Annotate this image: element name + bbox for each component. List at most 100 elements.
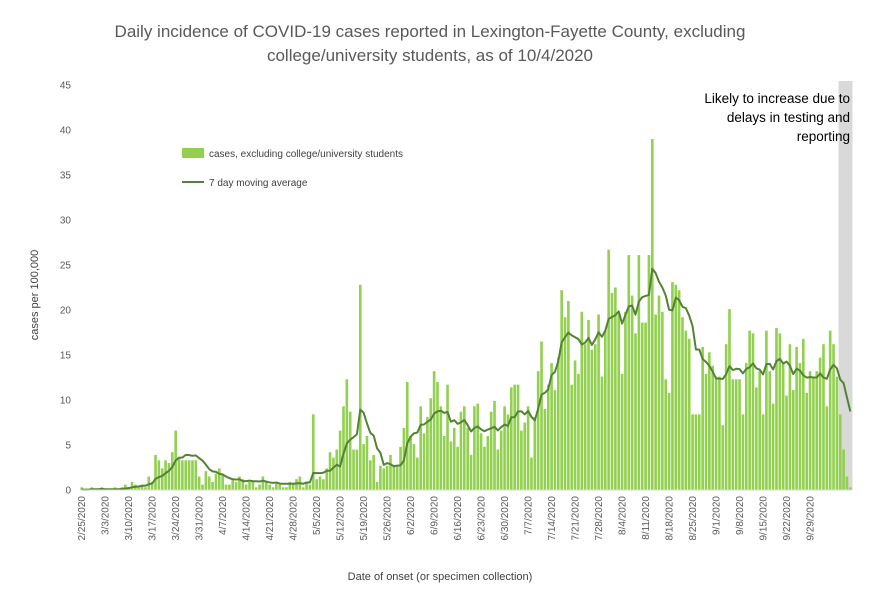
bar (553, 390, 557, 490)
bar (358, 284, 362, 490)
bar (849, 487, 852, 490)
bar (264, 481, 268, 490)
bar (775, 328, 778, 490)
bar (335, 449, 339, 490)
bar (150, 481, 154, 490)
bar (791, 390, 795, 490)
bar (217, 468, 221, 490)
bar (439, 406, 443, 490)
bar (701, 346, 704, 490)
bar (352, 449, 355, 490)
bar (479, 433, 483, 490)
x-tick-label: 3/17/2020 (148, 496, 159, 541)
bar (456, 446, 459, 490)
bar (238, 476, 241, 490)
bar (755, 387, 758, 490)
bar (822, 344, 825, 490)
bar (248, 481, 251, 490)
bar (395, 465, 399, 490)
bar (711, 365, 715, 490)
x-tick-label: 6/2/2020 (406, 496, 417, 535)
bar (130, 481, 134, 490)
bar (687, 338, 691, 490)
x-tick-label: 4/28/2020 (289, 496, 300, 541)
bar (674, 284, 678, 490)
bar (647, 255, 651, 490)
legend-bar-swatch (182, 148, 204, 158)
x-tick-label: 3/31/2020 (195, 496, 206, 541)
bar (657, 295, 661, 490)
bar (207, 476, 211, 490)
bar (513, 384, 516, 490)
x-tick-label: 5/5/2020 (312, 496, 323, 535)
bar (244, 484, 248, 490)
bar (463, 406, 466, 490)
bar (365, 436, 369, 490)
bar (311, 414, 315, 490)
x-tick-label: 9/15/2020 (759, 496, 770, 541)
bar (694, 414, 698, 490)
bar (650, 139, 654, 490)
bar (459, 411, 463, 490)
shaded-region-rect (838, 81, 853, 490)
bar (563, 317, 567, 490)
x-tick-label: 8/4/2020 (618, 496, 629, 535)
bar (493, 400, 496, 490)
bar (691, 414, 694, 490)
x-tick-label: 2/25/2020 (77, 496, 88, 541)
bar (214, 473, 218, 490)
bar (798, 363, 802, 490)
bar (697, 414, 701, 490)
bar (318, 476, 322, 490)
bar (234, 481, 238, 490)
bar (714, 376, 718, 490)
bar (254, 487, 258, 490)
bar (426, 417, 429, 490)
y-tick-label: 15 (60, 351, 72, 362)
bar (382, 468, 386, 490)
x-tick-label: 4/21/2020 (265, 496, 276, 541)
x-tick-label: 6/23/2020 (477, 496, 488, 541)
bar (637, 255, 641, 490)
bar (486, 436, 490, 490)
bar (385, 465, 389, 490)
shaded-region-annotation: Likely to increase due to delays in test… (704, 91, 850, 144)
annotation-line-2: delays in testing and (727, 110, 850, 125)
bar (825, 406, 829, 490)
bar (540, 341, 543, 490)
bar (338, 430, 342, 490)
bar (520, 430, 523, 490)
bar (506, 414, 510, 490)
moving-average-line (81, 267, 852, 491)
bar (483, 446, 486, 490)
bar (728, 309, 731, 490)
bar (603, 330, 607, 490)
bar (587, 319, 590, 490)
bar (681, 317, 684, 490)
bar (466, 427, 469, 490)
bar (654, 314, 657, 490)
bar (718, 376, 721, 490)
bar (738, 379, 741, 490)
bar (496, 449, 500, 490)
legend: cases, excluding college/university stud… (182, 148, 403, 189)
bar (815, 371, 819, 490)
bar (526, 406, 530, 490)
line-series (81, 267, 852, 491)
bar (429, 398, 433, 490)
bar (600, 376, 604, 490)
bar (375, 481, 379, 490)
bar (332, 457, 335, 490)
bar (664, 379, 668, 490)
bar (291, 484, 295, 490)
bar (805, 392, 808, 490)
y-tick-label: 35 (60, 171, 72, 182)
bar (610, 292, 614, 490)
bar (842, 449, 845, 490)
bar (838, 414, 842, 490)
bar (201, 484, 204, 490)
y-tick-label: 40 (60, 126, 72, 137)
bar (614, 287, 617, 490)
bar (187, 460, 191, 490)
bar (788, 344, 792, 490)
